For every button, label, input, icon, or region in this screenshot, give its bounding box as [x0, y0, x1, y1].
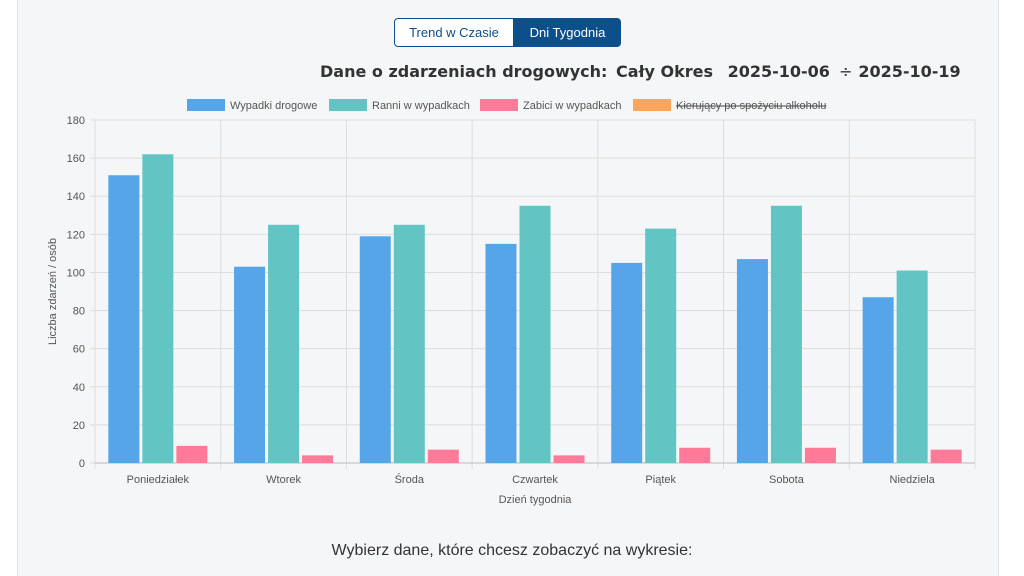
bar-ranni-w-wypadkach-2[interactable]: [393, 224, 425, 463]
bar-chart: 0 20 40 60 80 100 120 140 160 180 Poniedziałek Wtor…: [47, 99, 976, 506]
y-axis-title: Liczba zdarzeń / osób: [47, 238, 59, 345]
x-tick-label: Środa: [395, 473, 425, 486]
data-selection-prompt: Wybierz dane, które chcesz zobaczyć na w…: [331, 542, 693, 559]
bar-ranni-w-wypadkach-0[interactable]: [142, 154, 174, 464]
bar-wypadki-drogowe-4[interactable]: [611, 262, 643, 463]
y-tick-label: 180: [67, 115, 85, 127]
bar-zabici-w-wypadkach-6[interactable]: [930, 449, 962, 463]
x-tick-label: Piątek: [645, 474, 676, 486]
y-tick-label: 40: [73, 382, 85, 394]
bar-ranni-w-wypadkach-3[interactable]: [519, 205, 551, 463]
bar-wypadki-drogowe-6[interactable]: [862, 297, 894, 463]
legend-swatch[interactable]: [187, 99, 225, 111]
legend-label[interactable]: Ranni w wypadkach: [372, 100, 470, 112]
legend-label[interactable]: Wypadki drogowe: [230, 100, 317, 112]
legend-swatch[interactable]: [480, 99, 518, 111]
bar-zabici-w-wypadkach-1[interactable]: [302, 455, 334, 463]
x-tick-label: Czwartek: [512, 474, 558, 486]
y-tick-label: 140: [67, 191, 85, 203]
chart-title: Dane o zdarzeniach drogowych: Cały Okres…: [320, 62, 967, 81]
y-tick-label: 80: [73, 306, 85, 318]
date-from: 2025-10-06: [727, 62, 830, 81]
y-tick-label: 20: [73, 420, 85, 432]
date-separator: ÷: [838, 62, 853, 81]
y-tick-label: 160: [67, 153, 85, 165]
tab-weekdays[interactable]: Dni Tygodnia: [514, 18, 621, 47]
date-range: 2025-10-06 ÷ 2025-10-19: [728, 62, 964, 81]
bar-zabici-w-wypadkach-4[interactable]: [679, 447, 711, 463]
bar-ranni-w-wypadkach-5[interactable]: [770, 205, 802, 463]
x-tick-label: Poniedziałek: [127, 474, 190, 486]
bar-zabici-w-wypadkach-2[interactable]: [427, 449, 459, 463]
bar-ranni-w-wypadkach-6[interactable]: [896, 270, 928, 463]
bar-zabici-w-wypadkach-0[interactable]: [176, 445, 208, 463]
legend-label[interactable]: Zabici w wypadkach: [523, 100, 621, 112]
y-tick-label: 100: [67, 267, 85, 279]
legend-swatch[interactable]: [329, 99, 367, 111]
bar-ranni-w-wypadkach-4[interactable]: [645, 228, 677, 463]
x-axis-title: Dzień tygodnia: [499, 494, 573, 506]
chart-title-text: Dane o zdarzeniach drogowych:: [320, 62, 608, 81]
bar-zabici-w-wypadkach-3[interactable]: [553, 455, 585, 463]
x-tick-label: Sobota: [769, 474, 805, 486]
bar-wypadki-drogowe-5[interactable]: [736, 259, 768, 463]
period-label: Cały Okres: [616, 62, 714, 81]
date-to: 2025-10-19: [858, 62, 961, 81]
bar-wypadki-drogowe-2[interactable]: [359, 236, 391, 463]
bar-zabici-w-wypadkach-5[interactable]: [804, 447, 836, 463]
legend-swatch[interactable]: [633, 99, 671, 111]
bar-ranni-w-wypadkach-1[interactable]: [268, 224, 300, 463]
y-tick-label: 0: [79, 458, 85, 470]
bar-wypadki-drogowe-0[interactable]: [108, 175, 140, 463]
legend-label[interactable]: Kierujący po spożyciu alkoholu: [676, 100, 826, 112]
y-tick-label: 120: [67, 229, 85, 241]
x-tick-label: Wtorek: [266, 474, 301, 486]
view-tabs: Trend w Czasie Dni Tygodnia: [394, 18, 621, 47]
tab-trend-over-time[interactable]: Trend w Czasie: [394, 18, 514, 47]
y-tick-label: 60: [73, 344, 85, 356]
bar-wypadki-drogowe-3[interactable]: [485, 243, 517, 463]
x-tick-label: Niedziela: [890, 474, 936, 486]
bar-wypadki-drogowe-1[interactable]: [234, 266, 266, 463]
